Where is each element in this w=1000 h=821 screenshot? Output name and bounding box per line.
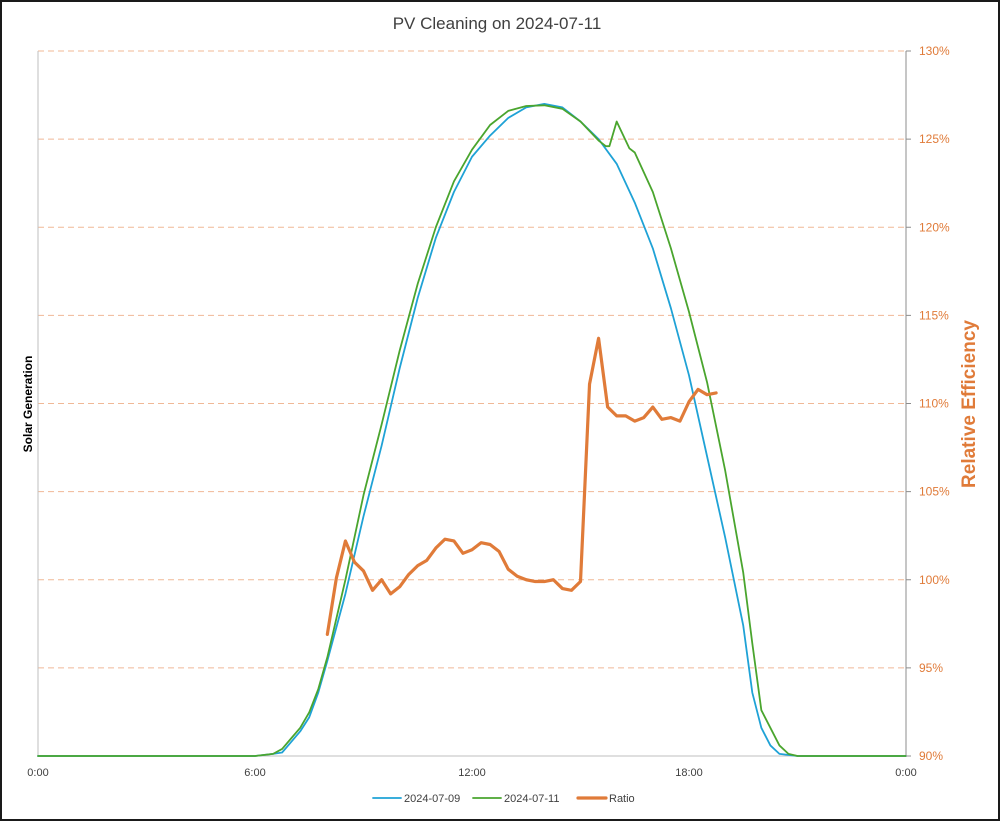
x-tick-label: 18:00 [675, 767, 703, 779]
y-right-tick-label: 100% [919, 573, 950, 587]
series-line-ratio [325, 336, 718, 636]
y-right-tick-labels: 90% 95% 100% 105% 110% 115% 120% 125% 130% [906, 44, 950, 763]
x-tick-label: 0:00 [895, 767, 916, 779]
series-line-2024-07-11 [37, 104, 907, 757]
legend-label: 2024-07-09 [404, 793, 460, 805]
y-right-tick-label: 125% [919, 132, 950, 146]
gridlines [38, 50, 906, 669]
y-axis-right-label: Relative Efficiency [959, 320, 980, 488]
y-axis-left-label: Solar Generation [21, 356, 35, 453]
x-tick-labels: 0:00 6:00 12:00 18:00 0:00 [27, 767, 916, 779]
series-line-2024-07-09 [37, 102, 907, 757]
y-right-tick-label: 105% [919, 485, 950, 499]
x-tick-label: 12:00 [458, 767, 486, 779]
y-right-tick-label: 130% [919, 44, 950, 58]
x-tick-label: 6:00 [244, 767, 265, 779]
chart-title: PV Cleaning on 2024-07-11 [393, 14, 602, 33]
series-layer [37, 102, 907, 757]
legend: 2024-07-09 2024-07-11 Ratio [372, 793, 635, 805]
x-tick-label: 0:00 [27, 767, 48, 779]
y-right-tick-label: 115% [919, 308, 949, 322]
y-right-tick-label: 90% [919, 749, 943, 763]
y-right-tick-label: 95% [919, 661, 943, 675]
y-right-tick-label: 110% [919, 397, 949, 411]
y-right-tick-label: 120% [919, 220, 950, 234]
legend-label: 2024-07-11 [504, 793, 559, 805]
legend-label: Ratio [609, 793, 635, 805]
